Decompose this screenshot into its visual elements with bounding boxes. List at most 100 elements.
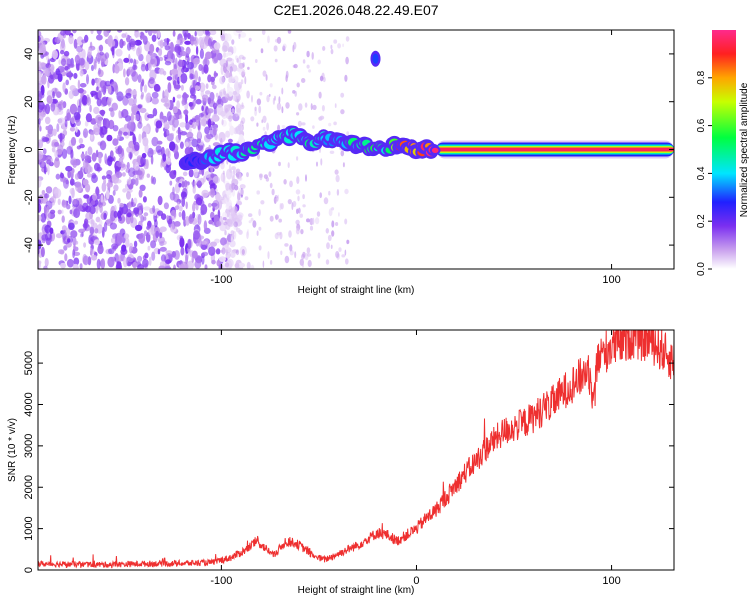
heat-cell	[173, 193, 180, 203]
heat-cell	[234, 184, 239, 191]
heat-cell	[86, 195, 91, 205]
heat-cell	[133, 240, 138, 248]
heat-cell	[292, 64, 296, 68]
heat-cell	[345, 56, 349, 65]
heat-cell	[246, 261, 251, 269]
heat-cell	[136, 170, 143, 176]
heat-cell	[139, 184, 146, 191]
heat-cell	[106, 134, 113, 142]
heat-cell	[197, 36, 205, 46]
heat-cell	[60, 58, 67, 66]
heat-cell	[238, 33, 241, 40]
heat-cell	[247, 66, 250, 70]
heat-cell	[232, 94, 236, 102]
heat-cell	[342, 43, 344, 48]
heat-cell	[287, 199, 292, 205]
heat-cell	[238, 69, 246, 76]
heat-cell	[181, 98, 185, 107]
heat-cell	[50, 102, 56, 112]
heat-cell	[205, 83, 209, 89]
heat-cell	[340, 109, 345, 115]
heat-cell	[113, 184, 119, 192]
heat-cell	[118, 157, 124, 165]
heat-cell	[236, 172, 242, 179]
heat-cell	[147, 245, 151, 251]
heat-cell	[143, 216, 147, 221]
heat-cell	[294, 251, 297, 259]
heat-cell	[139, 107, 147, 114]
colorbar-tick-label: 0.2	[696, 214, 707, 228]
heat-cell	[191, 121, 197, 130]
heat-cell	[43, 193, 50, 199]
heat-cell	[144, 112, 150, 121]
heat-cell	[74, 173, 80, 180]
heat-cell	[145, 93, 151, 104]
heat-cell	[82, 179, 89, 186]
heat-cell	[163, 202, 169, 210]
heat-cell	[226, 189, 232, 199]
heat-cell	[79, 263, 83, 269]
heat-cell	[344, 218, 348, 225]
heat-cell	[150, 240, 157, 249]
heat-cell	[203, 64, 209, 74]
heat-cell	[295, 189, 301, 195]
heat-cell	[225, 182, 231, 192]
heat-cell	[338, 212, 340, 217]
heat-cell	[192, 99, 196, 107]
heat-cell	[236, 58, 239, 63]
heat-cell	[55, 68, 60, 76]
heat-cell	[334, 103, 337, 108]
heat-cell	[58, 59, 62, 65]
heat-cell	[122, 188, 127, 193]
heat-cell	[69, 127, 76, 132]
heat-cell	[215, 92, 219, 98]
heat-cell	[203, 220, 208, 231]
heat-cell	[103, 30, 110, 37]
heat-cell	[309, 225, 314, 231]
heat-cell	[60, 140, 65, 148]
heat-cell	[82, 202, 89, 211]
heat-cell	[250, 264, 255, 269]
heat-cell	[259, 91, 263, 96]
heat-cell	[136, 47, 141, 57]
heat-cell	[142, 136, 149, 147]
heat-cell	[296, 112, 300, 116]
heat-cell	[167, 150, 171, 159]
heat-cell	[114, 179, 122, 184]
heat-cell	[238, 62, 245, 69]
heat-cell	[236, 98, 239, 104]
heat-cell	[82, 255, 89, 266]
heat-cell	[93, 106, 100, 115]
heat-cell	[307, 259, 312, 268]
heat-cell	[224, 94, 229, 99]
heat-cell	[152, 108, 158, 117]
heat-cell	[281, 87, 284, 95]
heat-cell	[262, 70, 267, 77]
heat-cell	[86, 96, 92, 106]
heat-cell	[44, 257, 49, 266]
heat-cell	[223, 73, 226, 79]
heat-cell	[229, 125, 235, 136]
heat-cell	[122, 257, 128, 268]
heat-cell	[317, 59, 322, 65]
heat-cell	[180, 191, 187, 198]
heat-cell	[261, 119, 264, 124]
heat-cell	[159, 39, 164, 49]
heat-cell	[322, 76, 326, 83]
heat-cell	[226, 249, 228, 256]
heat-cell	[45, 54, 50, 61]
heat-cell	[41, 237, 46, 244]
heat-cell	[89, 226, 95, 235]
heat-cell	[54, 88, 57, 94]
heat-cell	[100, 125, 108, 135]
heat-cell	[231, 39, 235, 45]
colorbar-tick-label: 0.8	[696, 70, 707, 84]
heat-cell	[131, 103, 138, 115]
heat-cell	[128, 151, 134, 159]
heat-cell	[55, 233, 63, 239]
heat-cell	[335, 251, 340, 258]
heat-cell	[84, 220, 88, 231]
heat-cell	[127, 68, 131, 76]
heat-cell	[222, 170, 225, 175]
heat-cell	[86, 173, 92, 178]
